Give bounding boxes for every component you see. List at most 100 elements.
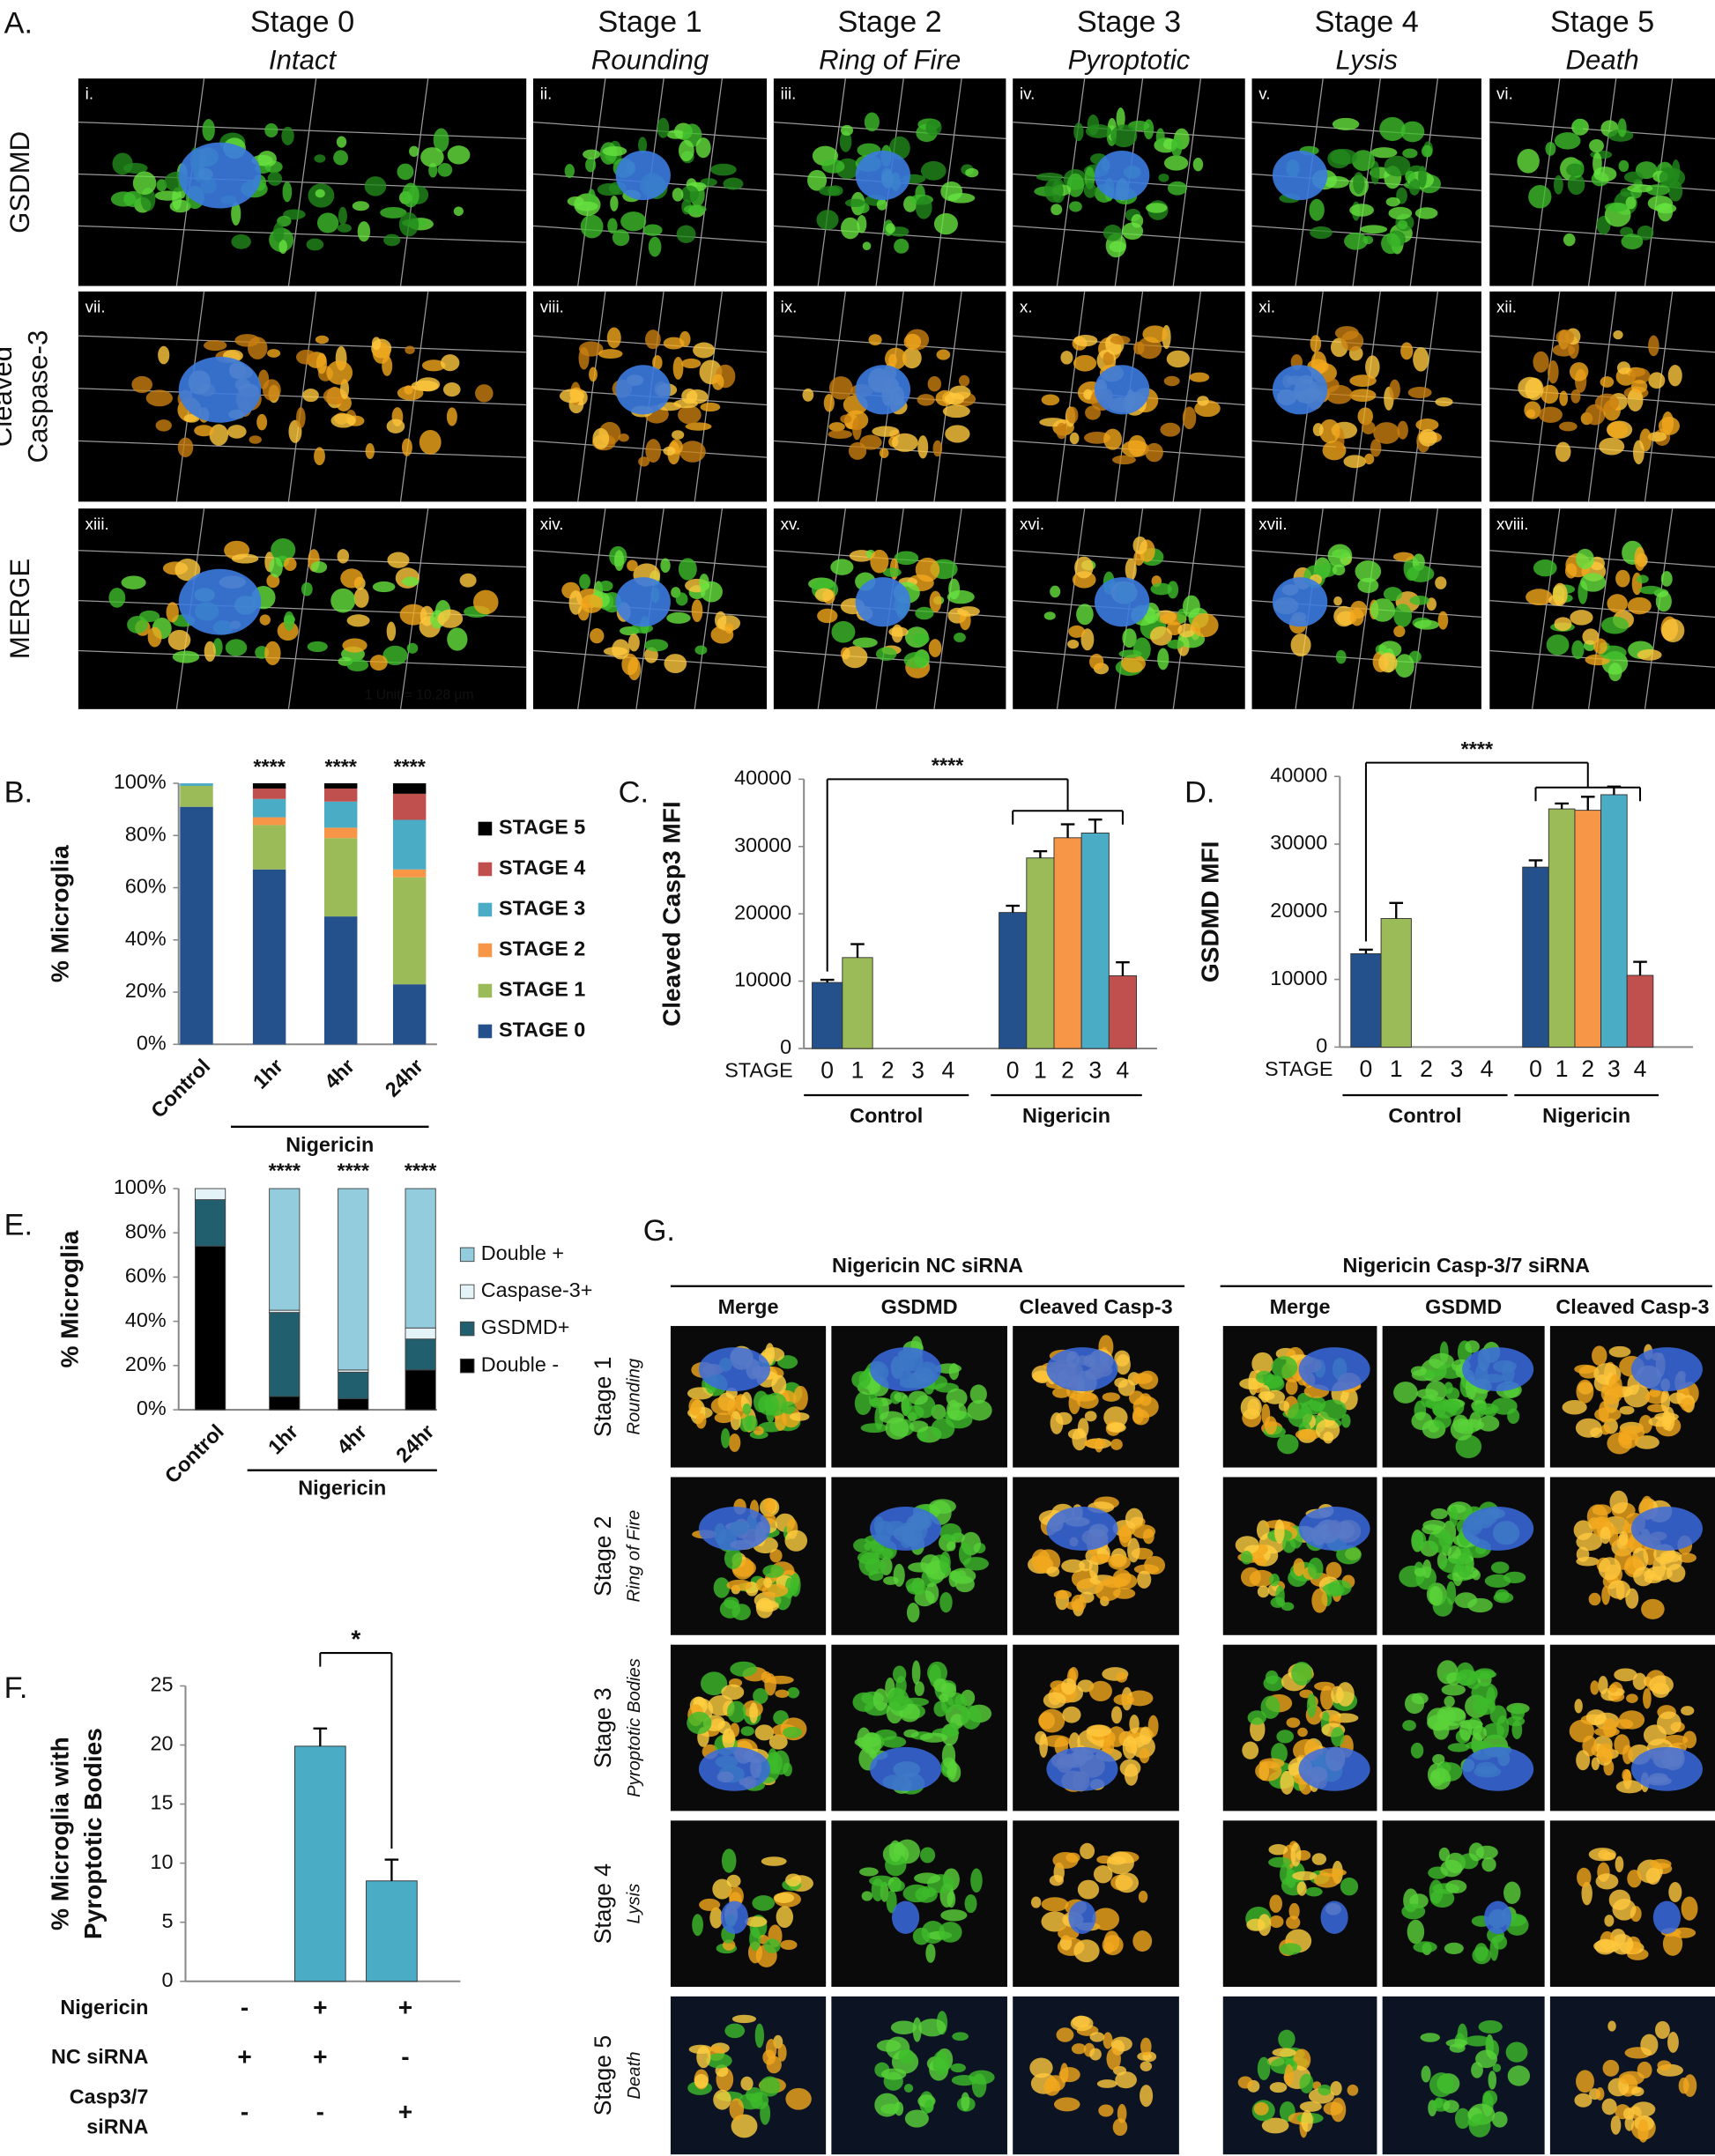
micro-blob: [880, 2068, 907, 2080]
x-tick-label: 1: [851, 1056, 865, 1083]
micro-blob: [1566, 163, 1585, 176]
micro-blob: [1102, 352, 1114, 366]
micro-blob: [1310, 226, 1333, 240]
micro-blob: [893, 1563, 905, 1587]
nucleus: [698, 1347, 770, 1392]
micro-blob: [763, 1938, 781, 1953]
micro-blob: [1030, 1896, 1042, 1908]
group-label: Nigericin: [286, 1133, 374, 1156]
micro-blob: [1370, 147, 1398, 159]
micro-blob: [700, 402, 721, 412]
bar-segment: [338, 1398, 369, 1411]
micro-blob: [740, 1726, 754, 1737]
micro-blob: [145, 389, 173, 407]
micro-blob: [1425, 1381, 1447, 1402]
micro-blob: [939, 1922, 962, 1943]
micro-blob: [764, 1343, 775, 1366]
x-tick-label: 2: [881, 1056, 895, 1083]
micro-blob: [1067, 640, 1080, 649]
micro-blob: [1183, 595, 1200, 619]
nucleus: [1630, 1347, 1703, 1392]
micro-blob: [1102, 1737, 1115, 1755]
micro-blob: [1671, 159, 1681, 182]
micro-blob: [1268, 1844, 1288, 1856]
micro-grid: [1531, 78, 1561, 286]
micro-blob: [727, 1700, 746, 1723]
micro-blob: [1467, 1597, 1493, 1613]
micro-blob: [1140, 2037, 1152, 2056]
micro-blob: [1630, 367, 1651, 384]
micro-blob: [169, 199, 191, 213]
bar: [1026, 857, 1055, 1049]
micro-blob: [1325, 1561, 1342, 1580]
bar: [1053, 837, 1082, 1049]
micro-blob: [1189, 372, 1210, 382]
micro-blob: [1122, 1736, 1138, 1760]
micro-blob: [1269, 1573, 1280, 1587]
micro-blob: [1393, 626, 1406, 638]
micro-blob: [1559, 421, 1578, 432]
tile-label: xiv.: [540, 515, 564, 533]
micro-blob: [638, 137, 648, 154]
micro-blob: [1622, 1745, 1633, 1765]
micro-blob: [1293, 2049, 1311, 2071]
micro-blob: [1574, 2093, 1592, 2108]
micro-blob: [1657, 1711, 1682, 1735]
bar-segment: [269, 1188, 301, 1311]
micro-blob: [1471, 1682, 1498, 1704]
micro-blob: [1090, 1553, 1113, 1563]
micro-blob: [1122, 628, 1137, 648]
micro-blob: [1150, 582, 1172, 596]
tile-label: v.: [1258, 85, 1270, 103]
micro-grid: [78, 121, 527, 139]
micro-blob: [844, 198, 865, 207]
micro-blob: [147, 626, 162, 648]
micrograph: [670, 1820, 827, 1987]
micro-blob: [579, 574, 590, 589]
micro-blob: [1643, 1688, 1652, 1709]
micro-blob: [965, 167, 979, 178]
micro-blob: [1305, 1886, 1323, 1897]
micro-blob: [269, 557, 283, 578]
micro-blob: [364, 176, 387, 196]
row-label: MERGE: [4, 559, 35, 659]
micro-blob: [903, 652, 929, 669]
micro-blob: [421, 359, 446, 372]
group-label: Control: [1388, 1104, 1461, 1127]
micro-blob: [1678, 1552, 1696, 1563]
micro-blob: [1288, 1902, 1300, 1920]
micro-blob: [167, 629, 191, 650]
micro-blob: [264, 641, 281, 666]
micro-blob: [939, 1551, 951, 1574]
legend-label: Caspase-3+: [481, 1278, 593, 1301]
micro-blob: [1139, 1747, 1150, 1764]
micro-blob: [1274, 1519, 1285, 1545]
condition-mark: +: [398, 1993, 412, 2020]
micro-blob: [1113, 1693, 1135, 1706]
micro-blob: [231, 233, 251, 249]
micro-blob: [861, 1732, 882, 1755]
micro-blob: [699, 1898, 721, 1911]
micro-blob: [1147, 1715, 1159, 1737]
x-tick-label: 1hr: [249, 1055, 287, 1093]
micro-blob: [1311, 1853, 1327, 1865]
micro-blob: [1445, 1879, 1467, 1893]
bar-segment: [405, 1338, 436, 1371]
micro-blob: [607, 218, 618, 234]
legend-swatch: [478, 943, 493, 958]
bar: [1626, 974, 1654, 1048]
micro-blob: [1477, 1415, 1500, 1432]
scale-note: 1 Unit = 10.28 µm: [365, 687, 474, 702]
micro-blob: [1585, 1709, 1607, 1726]
micro-blob: [814, 588, 834, 603]
nucleus: [1046, 1507, 1118, 1551]
tile-label: iv.: [1020, 85, 1035, 103]
micro-blob: [1641, 1598, 1665, 1619]
micro-blob: [773, 1893, 795, 1903]
micro-blob: [754, 2023, 764, 2049]
y-tick-label: 20000: [1270, 899, 1327, 922]
micro-blob: [1393, 604, 1413, 627]
micro-blob: [1627, 388, 1644, 412]
micro-blob: [1385, 196, 1400, 207]
micro-blob: [1594, 393, 1619, 412]
